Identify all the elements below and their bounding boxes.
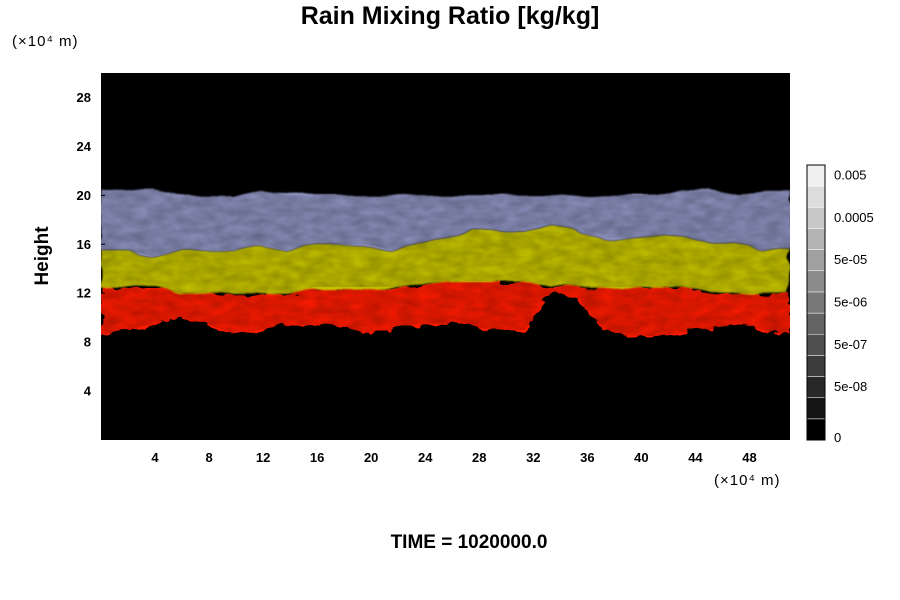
- y-tick-label: 20: [77, 188, 91, 203]
- x-axis-ticks: 4 8 12 16 20 24 28 32 36 40 44 48: [151, 436, 757, 465]
- x-tick-label: 16: [310, 450, 324, 465]
- y-tick-label: 12: [77, 286, 91, 301]
- y-tick-label: 24: [77, 139, 92, 154]
- x-tick-label: 32: [526, 450, 540, 465]
- chart-title: Rain Mixing Ratio [kg/kg]: [300, 2, 600, 30]
- x-tick-label: 8: [205, 450, 212, 465]
- colorbar-label: 5e-07: [834, 337, 867, 352]
- colorbar: 0 5e-08 5e-07 5e-06 5e-05 0.0005 0.005: [806, 164, 874, 445]
- colorbar-swatch: [806, 333, 826, 356]
- x-tick-label: 28: [472, 450, 486, 465]
- rain-layer-yellow-texture: [101, 225, 790, 294]
- colorbar-swatch: [806, 291, 826, 314]
- y-tick-label: 8: [84, 335, 91, 350]
- colorbar-swatch: [806, 270, 826, 293]
- x-tick-label: 48: [742, 450, 756, 465]
- x-tick-label: 24: [418, 450, 433, 465]
- y-axis-ticks: 4 8 12 16 20 24 28: [77, 90, 105, 399]
- x-tick-label: 20: [364, 450, 378, 465]
- x-tick-label: 40: [634, 450, 648, 465]
- time-label: TIME = 1020000.0: [390, 532, 548, 553]
- colorbar-label: 0: [834, 430, 841, 445]
- y-tick-label: 28: [77, 90, 91, 105]
- x-tick-label: 12: [256, 450, 270, 465]
- colorbar-label: 5e-08: [834, 379, 867, 394]
- colorbar-swatch: [806, 418, 826, 441]
- y-tick-label: 4: [84, 384, 92, 399]
- y-tick-label: 16: [77, 237, 91, 252]
- colorbar-swatch: [806, 228, 826, 250]
- colorbar-swatch: [806, 249, 826, 272]
- colorbar-swatch: [806, 355, 826, 377]
- colorbar-label: 0.0005: [834, 210, 874, 225]
- x-tick-label: 44: [688, 450, 703, 465]
- colorbar-swatch: [806, 376, 826, 398]
- colorbar-label: 0.005: [834, 168, 867, 183]
- colorbar-swatch: [806, 207, 826, 229]
- rain-layer-red-texture: [101, 281, 790, 336]
- colorbar-swatch: [806, 312, 826, 335]
- colorbar-label: 5e-06: [834, 295, 867, 310]
- colorbar-swatch: [806, 185, 826, 208]
- colorbar-frame: [806, 164, 826, 441]
- x-axis-unit: (×10⁴ m): [714, 472, 781, 489]
- y-axis-unit: (×10⁴ m): [12, 33, 79, 50]
- colorbar-swatch: [806, 164, 826, 187]
- colorbar-label: 5e-05: [834, 252, 867, 267]
- data-layers: [101, 189, 790, 336]
- colorbar-swatch: [806, 397, 826, 420]
- x-tick-label: 36: [580, 450, 594, 465]
- x-tick-label: 4: [151, 450, 159, 465]
- rain-layer-lavender-texture: [101, 189, 790, 257]
